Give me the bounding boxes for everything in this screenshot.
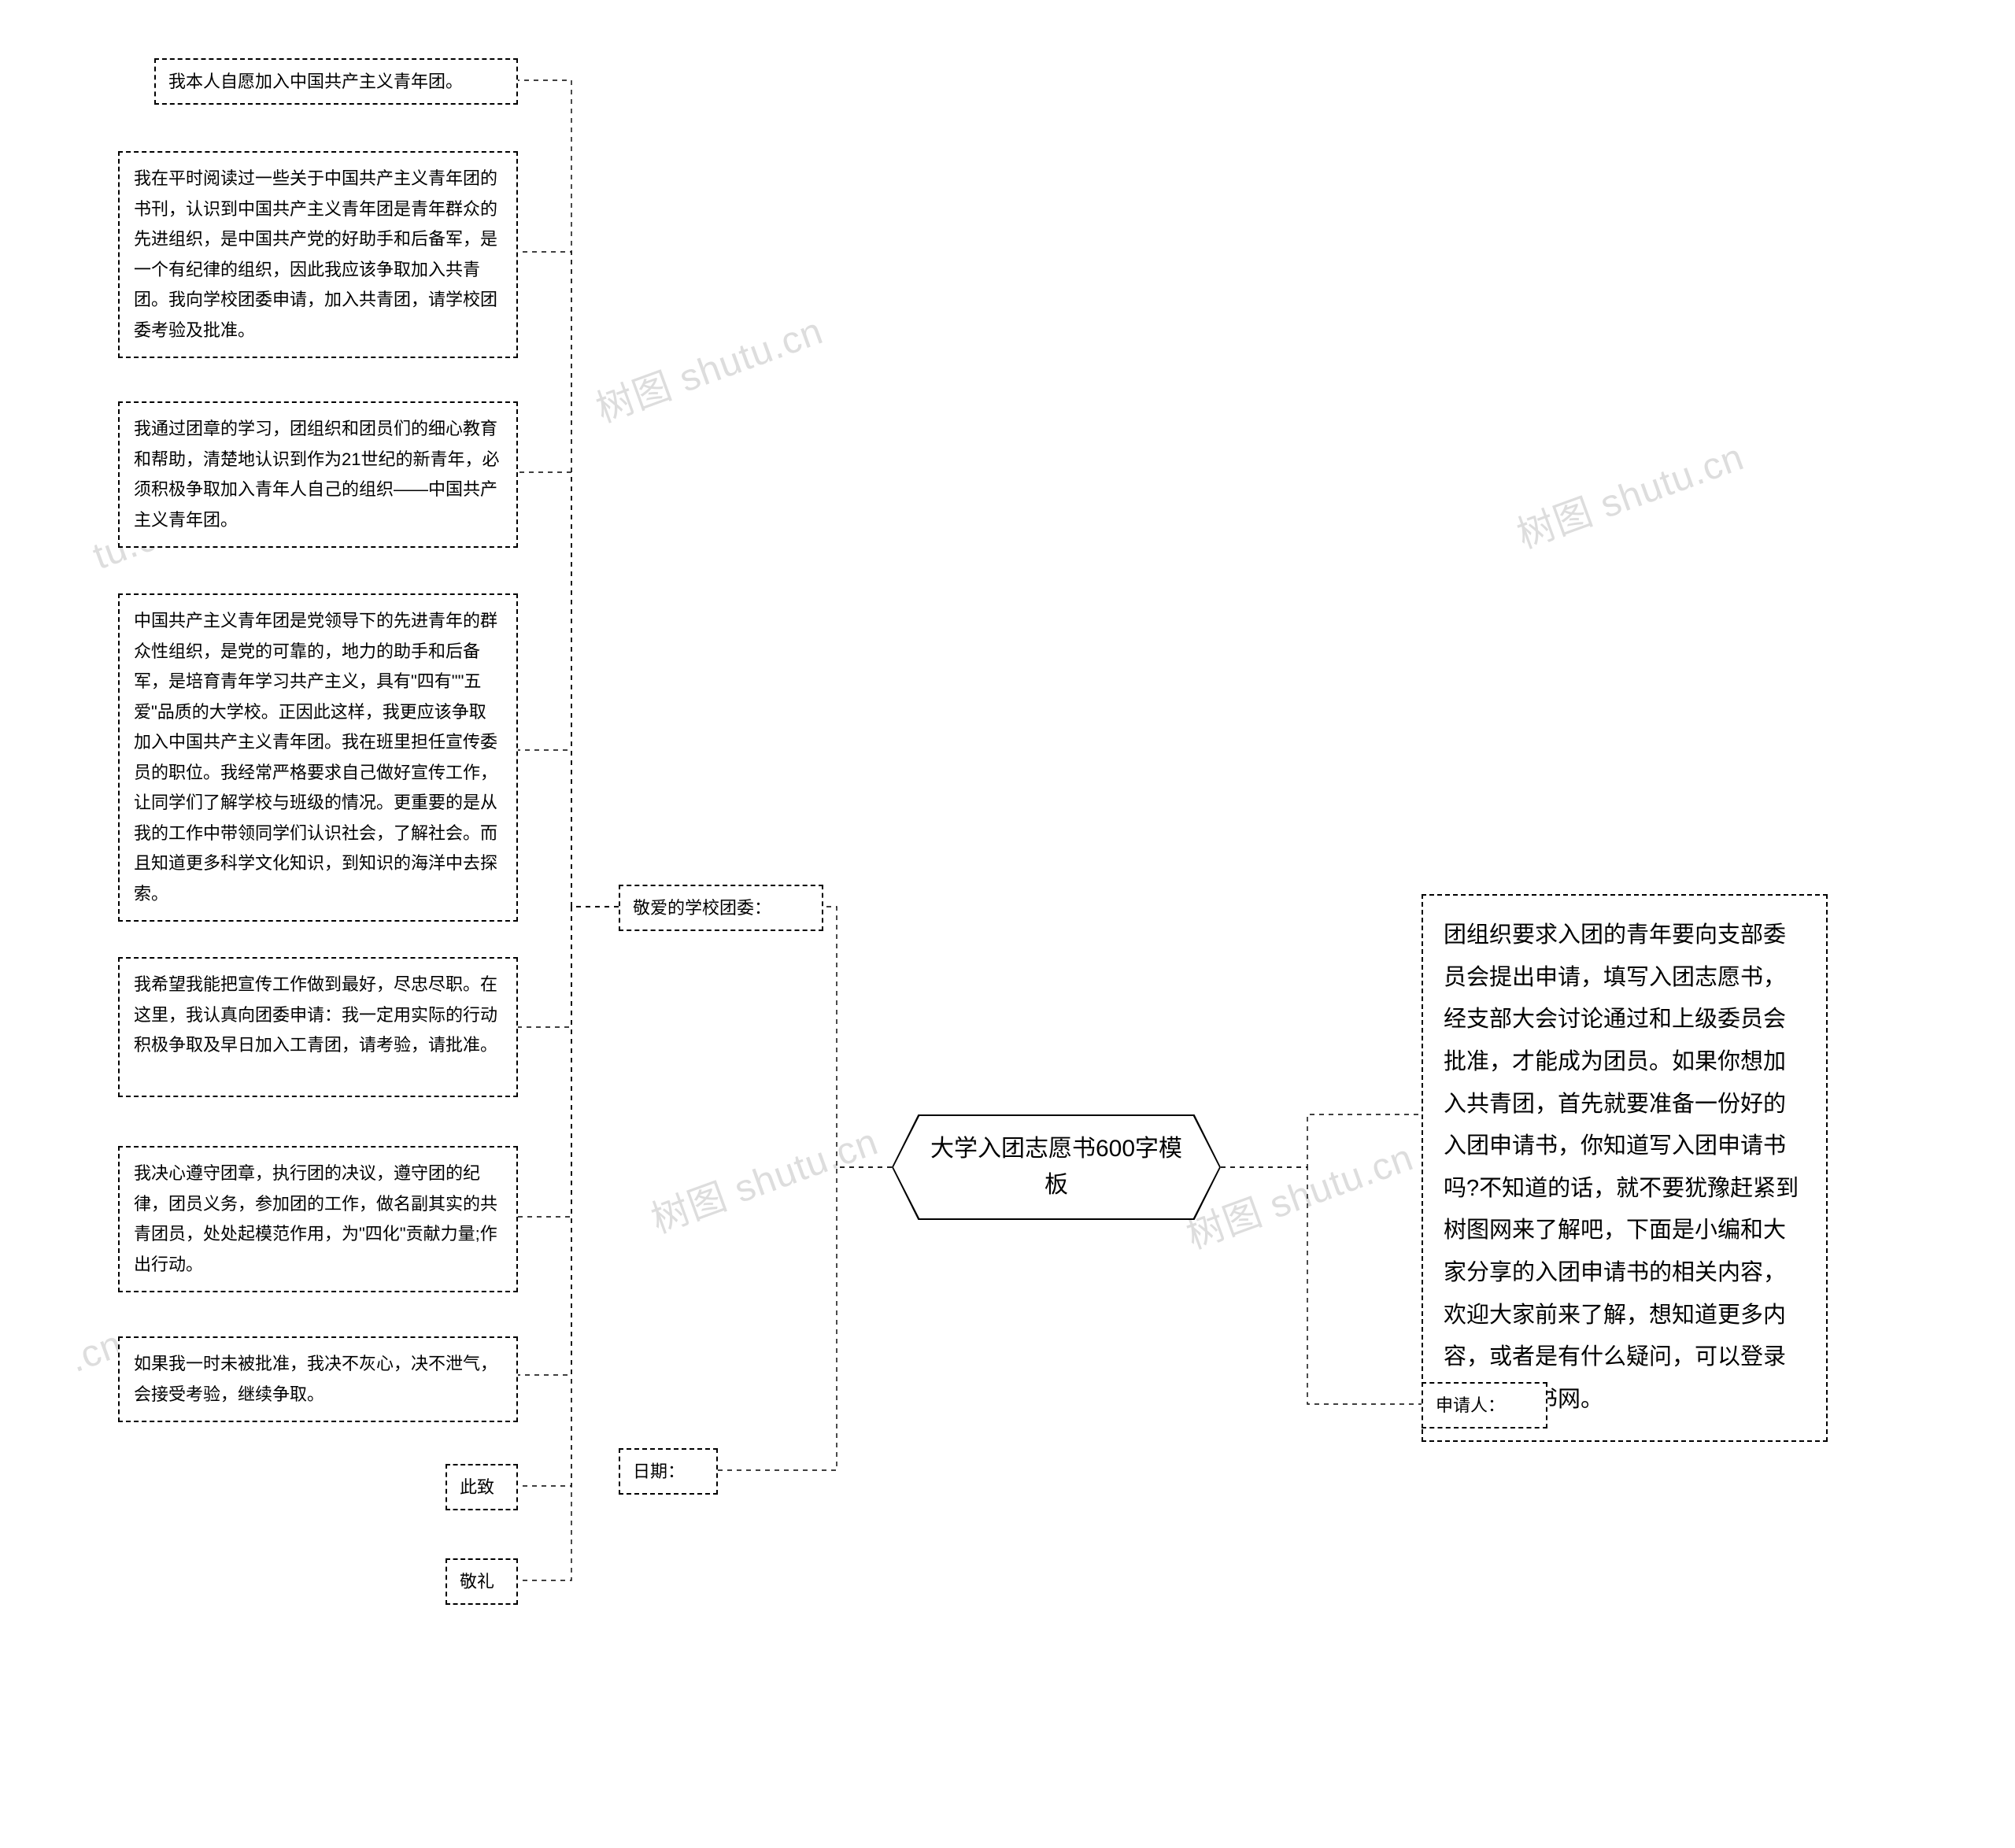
paragraph-p3: 我通过团章的学习，团组织和团员们的细心教育和帮助，清楚地认识到作为21世纪的新青… [118,401,518,548]
root-label: 大学入团志愿书600字模 板 [930,1131,1182,1204]
watermark: 树图 shutu.cn [642,1111,885,1244]
paragraph-p5: 我希望我能把宣传工作做到最好，尽忠尽职。在这里，我认真向团委申请：我一定用实际的… [118,957,518,1097]
paragraph-p6: 我决心遵守团章，执行团的决议，遵守团的纪律，团员义务，参加团的工作，做名副其实的… [118,1146,518,1292]
watermark: 树图 shutu.cn [587,300,830,433]
left-node-salutation: 敬爱的学校团委： [619,885,823,931]
left-node-date: 日期： [619,1448,718,1495]
right-node-applicant: 申请人： [1422,1382,1547,1429]
mindmap-canvas: 树图 shutu.cn 树图 shutu.cn 树图 shutu.cn 树图 shut… [0,0,2015,1848]
paragraph-p9: 敬礼 [446,1558,518,1605]
paragraph-p2: 我在平时阅读过一些关于中国共产主义青年团的书刊，认识到中国共产主义青年团是青年群… [118,151,518,358]
paragraph-p4: 中国共产主义青年团是党领导下的先进青年的群众性组织，是党的可靠的，地力的助手和后… [118,593,518,922]
right-node-intro: 团组织要求入团的青年要向支部委员会提出申请，填写入团志愿书，经支部大会讨论通过和… [1422,894,1828,1442]
paragraph-p1: 我本人自愿加入中国共产主义青年团。 [154,58,518,105]
watermark: 树图 shutu.cn [1178,1126,1420,1259]
paragraph-p8: 此致 [446,1464,518,1510]
paragraph-p7: 如果我一时未被批准，我决不灰心，决不泄气，会接受考验，继续争取。 [118,1336,518,1422]
watermark: 树图 shutu.cn [1508,426,1751,559]
root-node: 大学入团志愿书600字模 板 [893,1116,1219,1218]
